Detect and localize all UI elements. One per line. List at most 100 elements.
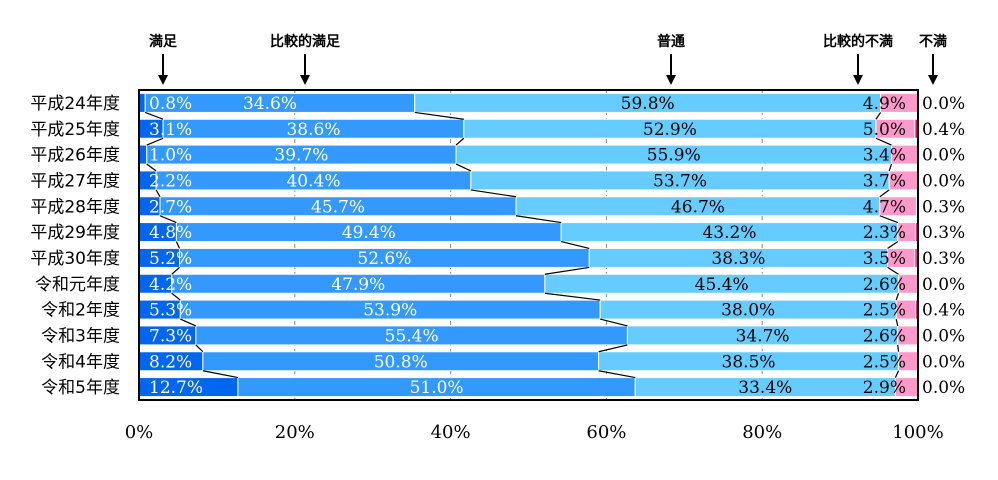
connector-line [180, 318, 197, 327]
connector-line [544, 292, 601, 301]
data-label: 0.8% [149, 94, 192, 114]
category-label: 令和4年度 [41, 352, 120, 372]
connector-line [155, 189, 161, 198]
data-label: 3.1% [149, 120, 192, 140]
data-label: 33.4% [738, 378, 792, 398]
data-label: 2.7% [149, 197, 192, 217]
category-label: 平成27年度 [30, 171, 120, 191]
data-label: 47.9% [331, 275, 385, 295]
data-label: 4.9% [863, 94, 906, 114]
data-label: 53.7% [653, 171, 707, 191]
connector-line [195, 344, 204, 353]
data-label: 0.0% [922, 378, 965, 398]
data-label: 2.6% [863, 326, 906, 346]
legend-label: 比較的満足 [270, 33, 341, 50]
connector-line [414, 111, 464, 120]
connector-line [600, 318, 628, 327]
connector-line [879, 215, 898, 224]
data-label: 53.9% [363, 301, 417, 321]
data-label: 38.0% [721, 301, 775, 321]
data-label: 0.4% [922, 301, 965, 321]
connector-line [544, 266, 590, 275]
data-label: 4.7% [863, 197, 906, 217]
connector-line [895, 318, 899, 327]
data-label: 38.6% [286, 120, 340, 140]
legend-label: 比較的不満 [823, 33, 893, 50]
data-label: 55.4% [385, 326, 439, 346]
connector-line [879, 189, 890, 198]
category-label: 平成24年度 [30, 94, 120, 114]
category-label: 平成25年度 [30, 120, 120, 140]
data-label: 8.2% [149, 352, 192, 372]
connector-line [515, 215, 562, 224]
data-label: 59.8% [621, 94, 675, 114]
data-label: 2.2% [149, 171, 192, 191]
x-tick-label: 60% [586, 422, 626, 443]
category-label: 平成26年度 [30, 146, 120, 166]
data-label: 1.0% [149, 146, 192, 166]
data-label: 45.4% [695, 275, 749, 295]
gridlines [294, 90, 763, 400]
connector-line [888, 163, 893, 172]
data-label: 0.4% [922, 120, 965, 140]
x-tick-labels: 0% 20% 40% 60% 80% 100% [125, 422, 944, 443]
connector-line [895, 293, 900, 301]
connector-line [875, 137, 892, 146]
data-label: 0.0% [922, 171, 965, 191]
connector-line [894, 370, 900, 378]
data-label: 0.0% [922, 146, 965, 166]
connector-line [175, 241, 181, 249]
data-label: 5.2% [149, 249, 192, 269]
connector-line [455, 137, 465, 146]
x-tick-label: 100% [892, 422, 943, 443]
connector-line [875, 112, 882, 120]
connector-line [561, 241, 590, 249]
data-label: 45.7% [311, 197, 365, 217]
data-label: 38.3% [711, 249, 765, 269]
data-labels: 0.8% 34.6% 59.8% 4.9% 0.0% 3.1% 38.6% 52.9% 5.0%… [149, 94, 965, 398]
connector-line [202, 370, 239, 379]
data-label: 50.8% [374, 352, 428, 372]
data-label: 51.0% [410, 378, 464, 398]
data-label: 4.2% [149, 275, 192, 295]
category-labels: 平成24年度平成25年度平成26年度平成27年度平成28年度平成29年度平成30… [30, 94, 120, 398]
data-label: 5.3% [149, 301, 192, 321]
category-label: 平成29年度 [30, 223, 120, 243]
connector-line [887, 266, 899, 275]
category-label: 令和元年度 [35, 275, 120, 295]
data-label: 34.6% [243, 94, 297, 114]
data-label: 52.9% [643, 120, 697, 140]
data-label: 46.7% [671, 197, 725, 217]
category-label: 令和5年度 [41, 378, 120, 398]
connector-line [171, 292, 181, 301]
data-label: 43.2% [702, 223, 756, 243]
bars [138, 92, 920, 398]
connector-line [897, 344, 900, 352]
data-label: 7.3% [149, 326, 192, 346]
bar-segment [138, 144, 148, 165]
data-label: 0.0% [922, 94, 965, 114]
legend-label: 満足 [149, 33, 178, 50]
series-connectors [145, 111, 900, 379]
data-label: 0.0% [922, 352, 965, 372]
data-label: 12.7% [149, 378, 203, 398]
data-label: 5.0% [863, 120, 906, 140]
connector-line [598, 370, 636, 379]
category-label: 平成30年度 [30, 249, 120, 269]
data-label: 3.5% [863, 249, 906, 269]
connector-line [146, 163, 157, 172]
category-label: 令和3年度 [41, 326, 120, 346]
data-label: 2.5% [863, 352, 906, 372]
legend: 満足 比較的満足 普通 比較的不満 不満 [149, 33, 947, 85]
connector-line [455, 163, 472, 172]
data-label: 2.9% [863, 378, 906, 398]
data-label: 2.6% [863, 275, 906, 295]
data-label: 3.4% [863, 146, 906, 166]
data-label: 34.7% [736, 326, 790, 346]
plot-frame [138, 89, 919, 401]
data-label: 0.0% [922, 275, 965, 295]
data-label: 55.9% [647, 146, 701, 166]
data-label: 39.7% [274, 146, 328, 166]
connector-line [887, 241, 899, 249]
